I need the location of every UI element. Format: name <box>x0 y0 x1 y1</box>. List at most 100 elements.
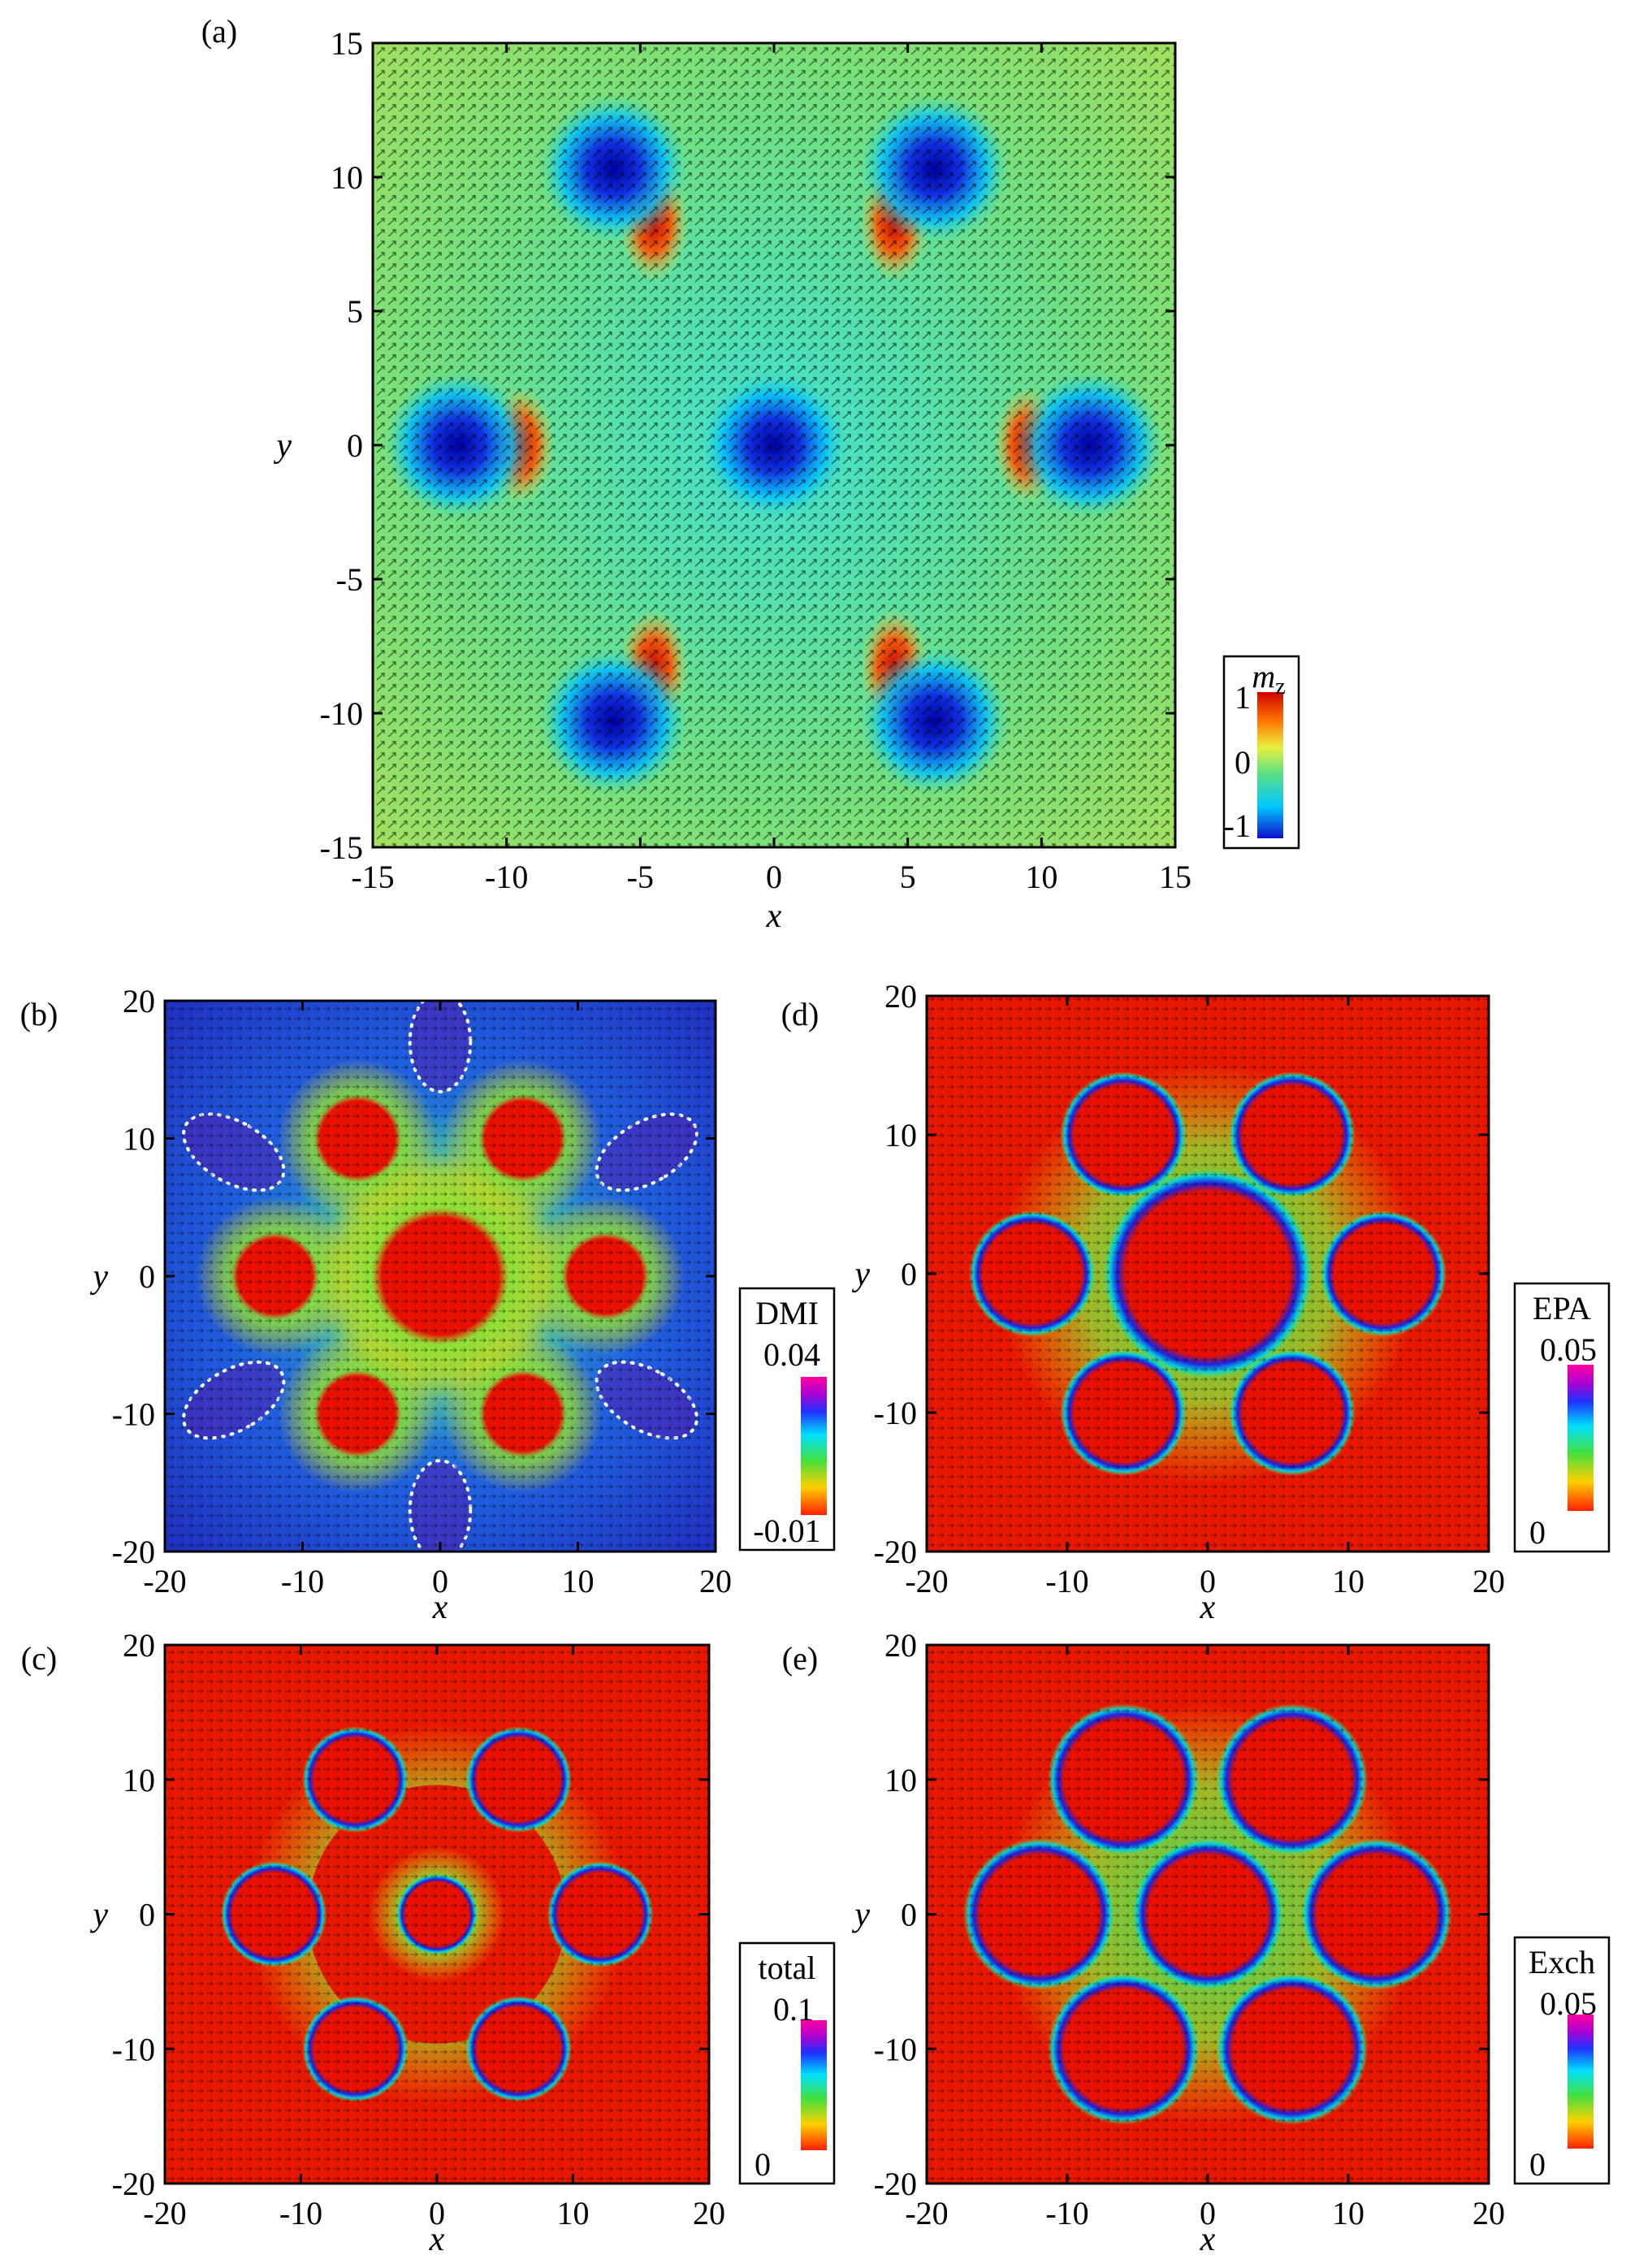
x-axis-label: x <box>1200 1589 1216 1626</box>
y-tick-label: -20 <box>112 2166 155 2202</box>
vector-field <box>165 1645 709 2184</box>
plot-area <box>373 43 1175 847</box>
panel-d: -20 -10 0 10 20 -20 -10 0 10 20 x y (d) EPA 0.05 0 <box>781 978 1611 1626</box>
x-axis-label: x <box>766 898 782 935</box>
colorbar-title: EPA <box>1533 1290 1591 1327</box>
x-tick-label: 10 <box>1332 2195 1364 2231</box>
colorbar-gradient <box>801 2020 827 2150</box>
x-tick-label: 20 <box>699 1563 732 1599</box>
x-tick-label: 0 <box>766 859 782 895</box>
colorbar-gradient <box>1568 2015 1594 2149</box>
colorbar-tick-label: -0.01 <box>753 1513 820 1549</box>
vector-field <box>165 1001 716 1552</box>
panel-e: -20 -10 0 10 20 -20 -10 0 10 20 x y (e) Exch 0.05 0 <box>782 1627 1611 2258</box>
colorbar-tick-label: 0.05 <box>1540 1985 1597 2022</box>
y-tick-label: -10 <box>112 2031 155 2067</box>
y-tick-label: 20 <box>123 1627 155 1664</box>
x-tick-label: -20 <box>143 1563 186 1599</box>
y-tick-label: 10 <box>331 159 363 196</box>
colorbar-tick-label: 0.04 <box>763 1336 820 1373</box>
x-tick-label: 20 <box>693 2195 725 2231</box>
y-tick-label: 10 <box>884 1762 917 1798</box>
x-tick-label: -10 <box>1045 1563 1088 1599</box>
x-tick-label: 10 <box>562 1563 595 1599</box>
y-tick-label: 10 <box>123 1762 155 1798</box>
y-axis-label: y <box>851 1256 870 1293</box>
x-tick-label: -20 <box>143 2195 186 2231</box>
x-tick-label: 20 <box>1472 2195 1505 2231</box>
y-tick-label: 20 <box>123 983 155 1019</box>
panel-label: (d) <box>781 996 819 1032</box>
y-tick-label: 0 <box>901 1897 917 1933</box>
x-tick-label: 15 <box>1159 859 1191 895</box>
y-tick-label: -10 <box>320 695 363 732</box>
colorbar-tick-label: 1 <box>1235 679 1251 716</box>
y-tick-label: -20 <box>874 1534 917 1570</box>
panel-label: (c) <box>21 1640 57 1677</box>
x-tick-label: 0 <box>1200 1563 1216 1599</box>
colorbar: mz1 0 -1 <box>1222 655 1300 850</box>
x-tick-label: 5 <box>900 859 916 895</box>
panel-b: -20 -10 0 10 20 -20 -10 0 10 20 x y (b) DMI 0.04 -0.01 <box>20 983 836 1626</box>
colorbar: total 0.1 0 <box>738 1941 836 2185</box>
panel-label: (b) <box>20 996 58 1032</box>
vector-field <box>927 996 1489 1552</box>
colorbar-title: total <box>758 1950 815 1986</box>
colorbar-tick-label: 0 <box>755 2146 771 2183</box>
colorbar-tick-label: 0.1 <box>773 1991 814 2028</box>
colorbar: Exch 0.05 0 <box>1513 1936 1611 2185</box>
colorbar-title: mz <box>1252 658 1285 699</box>
y-tick-label: 0 <box>901 1256 917 1292</box>
y-tick-label: -10 <box>874 2031 917 2067</box>
y-tick-label: 15 <box>331 25 363 62</box>
x-tick-label: 0 <box>429 2195 445 2231</box>
colorbar-tick-label: 0.05 <box>1540 1331 1597 1368</box>
colorbar-title-main: m <box>1252 658 1275 695</box>
vector-field <box>927 1645 1489 2184</box>
y-axis-label: y <box>851 1897 870 1934</box>
panel-c: -20 -10 0 10 20 -20 -10 0 10 20 x y (c) total 0.1 0 <box>21 1627 836 2258</box>
colorbar-tick-label: 0 <box>1529 2146 1546 2183</box>
colorbar-tick-label: -1 <box>1224 807 1251 844</box>
x-tick-label: -20 <box>905 1563 948 1599</box>
x-axis-label: x <box>429 2221 445 2258</box>
colorbar: DMI 0.04 -0.01 <box>738 1287 836 1552</box>
x-tick-label: 10 <box>557 2195 590 2231</box>
y-tick-label: 20 <box>884 1627 917 1664</box>
y-tick-label: 20 <box>884 978 917 1015</box>
y-tick-label: 10 <box>884 1117 917 1153</box>
colorbar-title-sub: z <box>1275 674 1285 699</box>
y-tick-label: -5 <box>336 561 363 598</box>
x-tick-label: 10 <box>1025 859 1057 895</box>
colorbar-tick-label: 0 <box>1529 1514 1546 1551</box>
y-tick-label: 10 <box>123 1121 155 1158</box>
plot-area <box>927 996 1489 1552</box>
x-axis-label: x <box>1200 2221 1216 2258</box>
colorbar-tick-label: 0 <box>1235 744 1251 781</box>
x-tick-label: 0 <box>1200 2195 1216 2231</box>
y-axis-label: y <box>89 1897 108 1934</box>
colorbar-title: Exch <box>1529 1944 1595 1980</box>
x-tick-label: 20 <box>1472 1563 1505 1599</box>
y-axis-label: y <box>273 427 292 465</box>
x-tick-label: -20 <box>905 2195 948 2231</box>
colorbar-gradient <box>1257 692 1283 838</box>
y-tick-label: -15 <box>320 829 363 866</box>
y-tick-label: -10 <box>874 1395 917 1431</box>
x-tick-label: -10 <box>1045 2195 1088 2231</box>
x-tick-label: 0 <box>432 1563 448 1599</box>
y-tick-label: -10 <box>112 1396 155 1433</box>
y-tick-label: 0 <box>139 1897 155 1933</box>
x-tick-label: -15 <box>351 859 394 895</box>
x-tick-label: -10 <box>279 2195 322 2231</box>
x-tick-label: -5 <box>627 859 654 895</box>
colorbar-gradient <box>801 1377 827 1515</box>
plot-area <box>165 1645 709 2184</box>
y-tick-label: 0 <box>347 427 363 464</box>
y-axis-label: y <box>89 1258 108 1296</box>
colorbar-title: DMI <box>755 1295 819 1331</box>
y-tick-label: -20 <box>874 2166 917 2202</box>
panel-label: (e) <box>782 1640 818 1677</box>
